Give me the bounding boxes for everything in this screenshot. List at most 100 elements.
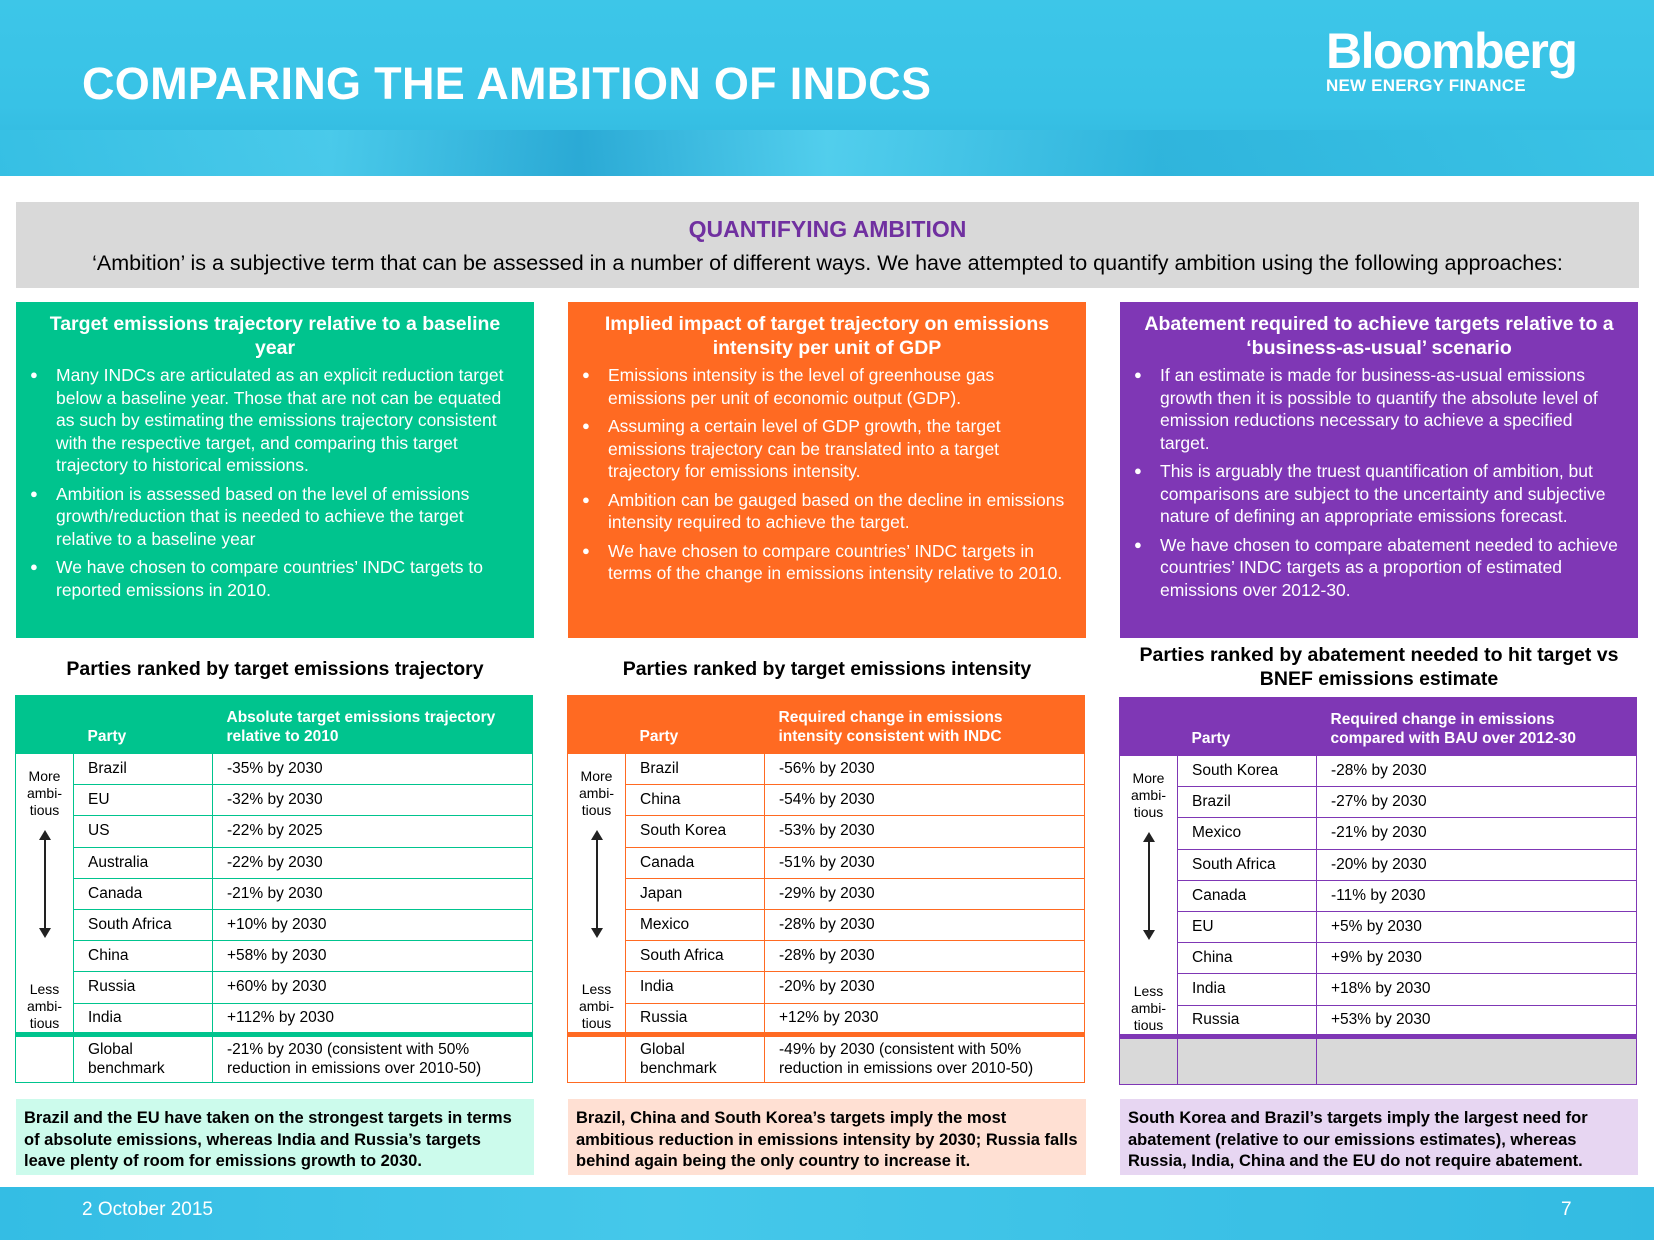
approach-title: Target emissions trajectory relative to …: [49, 313, 501, 359]
value-cell: -28% by 2030: [1316, 755, 1637, 788]
bloomberg-logo: Bloomberg NEW ENERGY FINANCE: [1326, 26, 1578, 96]
table-row: Canada -51% by 2030: [568, 847, 1085, 879]
intro-text: ‘Ambition’ is a subjective term that can…: [92, 251, 1563, 275]
value-cell: -11% by 2030: [1316, 880, 1637, 912]
table-row: EU -32% by 2030: [16, 784, 533, 817]
value-cell: -21% by 2030: [1316, 817, 1637, 850]
approach-bullet: This is arguably the truest quantificati…: [1132, 460, 1626, 528]
empty-cell: [1316, 1036, 1637, 1085]
ranking-title-trajectory: Parties ranked by target emissions traje…: [66, 658, 484, 680]
party-cell: Brazil: [73, 753, 213, 786]
table-row: Russia +53% by 2030: [1120, 1005, 1637, 1037]
party-cell: South Africa: [625, 940, 765, 973]
ambition-scale: More ambi- tious Less ambi- tious: [567, 753, 626, 1035]
approach-bullet: We have chosen to compare countries’ IND…: [28, 556, 522, 601]
page-number: 7: [1561, 1199, 1572, 1220]
approach-bullet: We have chosen to compare countries’ IND…: [580, 540, 1074, 585]
benchmark-value: -21% by 2030 (consistent with 50% reduct…: [212, 1034, 533, 1083]
value-cell: +60% by 2030: [212, 971, 533, 1004]
less-ambitious-label: Less ambi- tious: [1130, 982, 1166, 1033]
value-cell: -32% by 2030: [212, 784, 533, 817]
page-title: COMPARING THE AMBITION OF INDCS: [82, 58, 932, 109]
column-header-party: Party: [1191, 729, 1231, 747]
footer-date: 2 October 2015: [82, 1199, 213, 1220]
footer-bar: [0, 1187, 1654, 1240]
benchmark-label: Global benchmark: [73, 1034, 213, 1083]
more-ambitious-label: More ambi- tious: [26, 767, 62, 818]
value-cell: -20% by 2030: [1316, 849, 1637, 881]
party-cell: Russia: [1177, 1005, 1317, 1037]
value-cell: -22% by 2030: [212, 847, 533, 879]
value-cell: +53% by 2030: [1316, 1005, 1637, 1037]
value-cell: -28% by 2030: [764, 909, 1085, 942]
header-banner: [0, 0, 1654, 176]
table-row: Mexico -21% by 2030: [1120, 817, 1637, 850]
intro-title: QUANTIFYING AMBITION: [688, 216, 967, 242]
table-row: China +9% by 2030: [1120, 942, 1637, 975]
party-cell: China: [1177, 942, 1317, 975]
benchmark-label: Global benchmark: [625, 1034, 765, 1083]
approach-bullet: Many INDCs are articulated as an explici…: [28, 364, 522, 477]
party-cell: Brazil: [1177, 786, 1317, 819]
party-cell: Brazil: [625, 753, 765, 786]
approach-bullet: If an estimate is made for business-as-u…: [1132, 364, 1626, 454]
value-cell: -28% by 2030: [764, 940, 1085, 973]
approach-bullet: Ambition can be gauged based on the decl…: [580, 489, 1074, 534]
header-decoration: [0, 130, 1654, 176]
value-cell: +18% by 2030: [1316, 973, 1637, 1006]
table-row: Australia -22% by 2030: [16, 847, 533, 879]
party-cell: South Korea: [1177, 755, 1317, 788]
table-row: South Africa -28% by 2030: [568, 940, 1085, 973]
party-cell: South Korea: [625, 815, 765, 848]
table-row: Canada -11% by 2030: [1120, 880, 1637, 912]
party-cell: Japan: [625, 878, 765, 910]
approach-box-intensity: Implied impact of target trajectory on e…: [568, 302, 1086, 638]
double-arrow-icon: [590, 829, 603, 938]
value-cell: +9% by 2030: [1316, 942, 1637, 975]
party-cell: Russia: [73, 971, 213, 1004]
conclusion-trajectory: Brazil and the EU have taken on the stro…: [16, 1099, 534, 1175]
table-row: Brazil -27% by 2030: [1120, 786, 1637, 819]
ranking-title-intensity: Parties ranked by target emissions inten…: [622, 658, 1032, 680]
table-row: Mexico -28% by 2030: [568, 909, 1085, 942]
table-row: More ambi- tious Less ambi- tious Brazil -3…: [15, 753, 533, 1035]
party-cell: US: [73, 815, 213, 848]
approach-bullet: We have chosen to compare abatement need…: [1132, 534, 1626, 602]
table-row: More ambi- tious Less ambi- tious Brazil -5…: [567, 753, 1085, 1035]
value-cell: -21% by 2030: [212, 878, 533, 910]
table-row: Canada -21% by 2030: [16, 878, 533, 910]
column-header-value: Required change in emissions intensity c…: [778, 708, 1003, 745]
party-cell: South Africa: [1177, 849, 1317, 881]
intro-panel: QUANTIFYING AMBITION ‘Ambition’ is a sub…: [16, 202, 1639, 288]
conclusion-intensity: Brazil, China and South Korea’s targets …: [568, 1099, 1086, 1175]
table-row: Japan -29% by 2030: [568, 878, 1085, 910]
value-cell: +5% by 2030: [1316, 911, 1637, 944]
double-arrow-icon: [1142, 831, 1155, 940]
approach-box-abatement: Abatement required to achieve targets re…: [1120, 302, 1638, 638]
value-cell: -29% by 2030: [764, 878, 1085, 910]
value-cell: +12% by 2030: [764, 1003, 1085, 1035]
ranking-table-intensity: Party Required change in emissions inten…: [567, 695, 1085, 1083]
table-row: Russia +60% by 2030: [16, 971, 533, 1004]
value-cell: +10% by 2030: [212, 909, 533, 942]
value-cell: -56% by 2030: [764, 753, 1085, 786]
party-cell: Mexico: [1177, 817, 1317, 850]
ranking-title-abatement: Parties ranked by abatement needed to hi…: [1139, 644, 1619, 690]
ranking-table-trajectory: Party Absolute target emissions trajecto…: [15, 695, 533, 1083]
column-header-value: Required change in emissions compared wi…: [1330, 710, 1577, 747]
ambition-scale: More ambi- tious Less ambi- tious: [15, 753, 74, 1035]
approach-bullet: Ambition is assessed based on the level …: [28, 483, 522, 551]
table-row: South Africa -20% by 2030: [1120, 849, 1637, 881]
party-cell: China: [73, 940, 213, 973]
table-row: US -22% by 2025: [16, 815, 533, 848]
party-cell: India: [1177, 973, 1317, 1006]
value-cell: -27% by 2030: [1316, 786, 1637, 819]
logo-subtitle: NEW ENERGY FINANCE: [1326, 76, 1526, 95]
double-arrow-icon: [38, 829, 51, 938]
party-cell: EU: [1177, 911, 1317, 944]
table-row: South Korea -53% by 2030: [568, 815, 1085, 848]
empty-cell: [1119, 1036, 1178, 1085]
more-ambitious-label: More ambi- tious: [578, 767, 614, 818]
table-row: India +18% by 2030: [1120, 973, 1637, 1006]
approach-box-trajectory: Target emissions trajectory relative to …: [16, 302, 534, 638]
